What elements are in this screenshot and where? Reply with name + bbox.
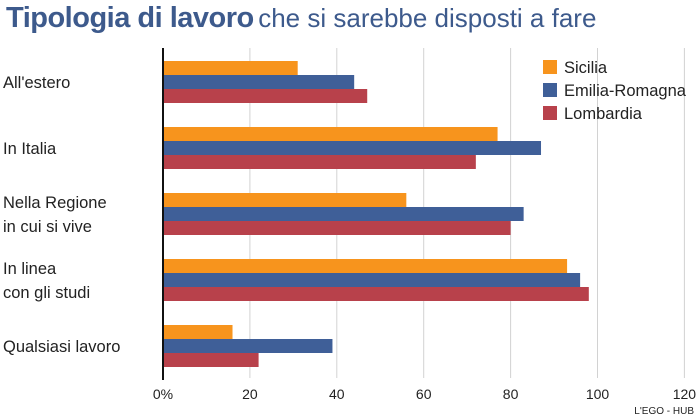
bar [164, 325, 233, 339]
category-label: in cui si vive [3, 218, 92, 236]
legend-swatch [543, 83, 557, 97]
bar [164, 193, 407, 207]
legend-label: Emilia-Romagna [564, 82, 687, 100]
x-tick-label: 120 [673, 386, 697, 402]
bar [164, 273, 581, 287]
x-tick-label: 80 [503, 386, 519, 402]
x-tick-label: 20 [242, 386, 258, 402]
bar [164, 127, 498, 141]
chart-title: Tipologia di lavoro che si sarebbe dispo… [6, 2, 596, 35]
bar [164, 75, 355, 89]
x-tick-label: 0% [153, 386, 173, 402]
legend-swatch [543, 60, 557, 74]
bar [164, 155, 476, 169]
category-label: Nella Regione [3, 194, 107, 212]
source-credit: L'EGO - HUB [634, 406, 694, 417]
legend-label: Lombardia [564, 105, 643, 123]
category-label: In Italia [3, 140, 57, 158]
chart-title-rest: che si sarebbe disposti a fare [258, 3, 597, 33]
x-tick-label: 40 [329, 386, 345, 402]
legend-swatch [543, 106, 557, 120]
bar [164, 207, 524, 221]
category-label: Qualsiasi lavoro [3, 338, 120, 356]
bar [164, 89, 368, 103]
category-label: All'estero [3, 74, 70, 92]
bar [164, 259, 568, 273]
bar [164, 353, 259, 367]
bar [164, 141, 542, 155]
bar [164, 61, 298, 75]
bar [164, 221, 511, 235]
legend-label: Sicilia [564, 59, 608, 77]
x-tick-label: 100 [586, 386, 610, 402]
bar [164, 339, 333, 353]
category-label: In linea [3, 260, 57, 278]
category-label: con gli studi [3, 284, 90, 302]
x-tick-label: 60 [416, 386, 432, 402]
chart-title-bold: Tipologia di lavoro [6, 2, 254, 34]
bar [164, 287, 589, 301]
